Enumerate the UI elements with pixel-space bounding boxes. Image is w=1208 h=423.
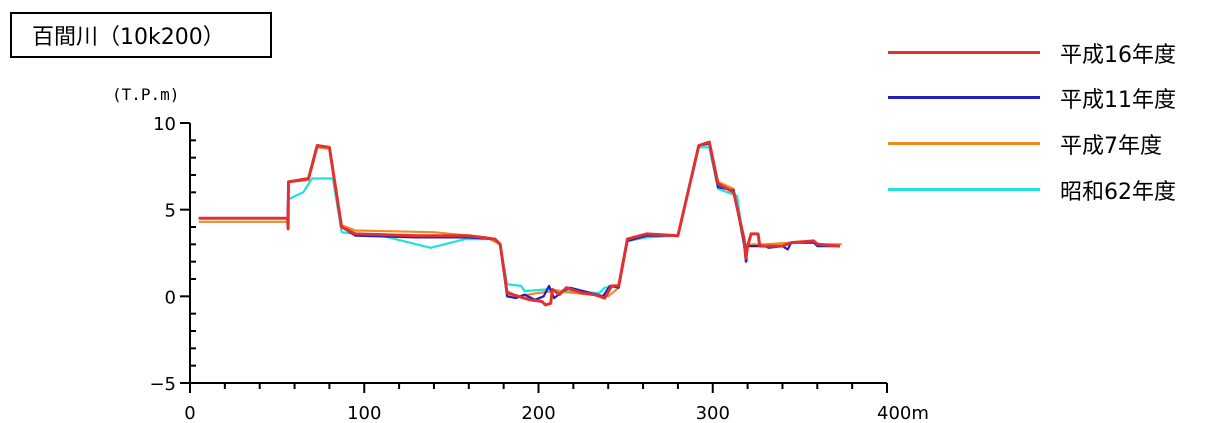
y-tick-label: 0 <box>165 287 176 308</box>
y-tick-label: 5 <box>165 201 176 222</box>
legend-item: 昭和62年度 <box>888 174 1198 205</box>
legend-swatch <box>888 51 1040 54</box>
legend-label: 昭和62年度 <box>1060 180 1176 205</box>
legend-swatch <box>888 142 1040 145</box>
legend-label: 平成7年度 <box>1060 134 1162 159</box>
series-line-2 <box>198 142 842 298</box>
y-unit-label: (T.P.m) <box>112 85 179 104</box>
legend-swatch <box>888 96 1040 99</box>
x-tick-label: 200 <box>521 403 555 423</box>
legend-item: 平成11年度 <box>888 82 1198 113</box>
x-tick-label: 400m <box>877 403 929 423</box>
legend-label: 平成16年度 <box>1060 43 1176 68</box>
series-lines <box>198 140 842 307</box>
y-tick-label: −5 <box>149 374 176 395</box>
legend-item: 平成16年度 <box>888 37 1198 68</box>
x-tick-label: 0 <box>184 403 195 423</box>
y-tick-label: 10 <box>153 114 176 135</box>
series-line-0 <box>198 140 841 307</box>
chart-title: 百間川（10k200） <box>32 25 225 50</box>
legend-swatch <box>888 188 1040 191</box>
chart-title-box: 百間川（10k200） <box>10 12 272 58</box>
x-tick-label: 300 <box>696 403 730 423</box>
legend-label: 平成11年度 <box>1060 88 1176 113</box>
legend-item: 平成7年度 <box>888 128 1198 159</box>
axes <box>180 122 888 393</box>
x-tick-label: 100 <box>347 403 381 423</box>
series-line-1 <box>198 142 839 301</box>
series-line-3 <box>288 146 749 294</box>
